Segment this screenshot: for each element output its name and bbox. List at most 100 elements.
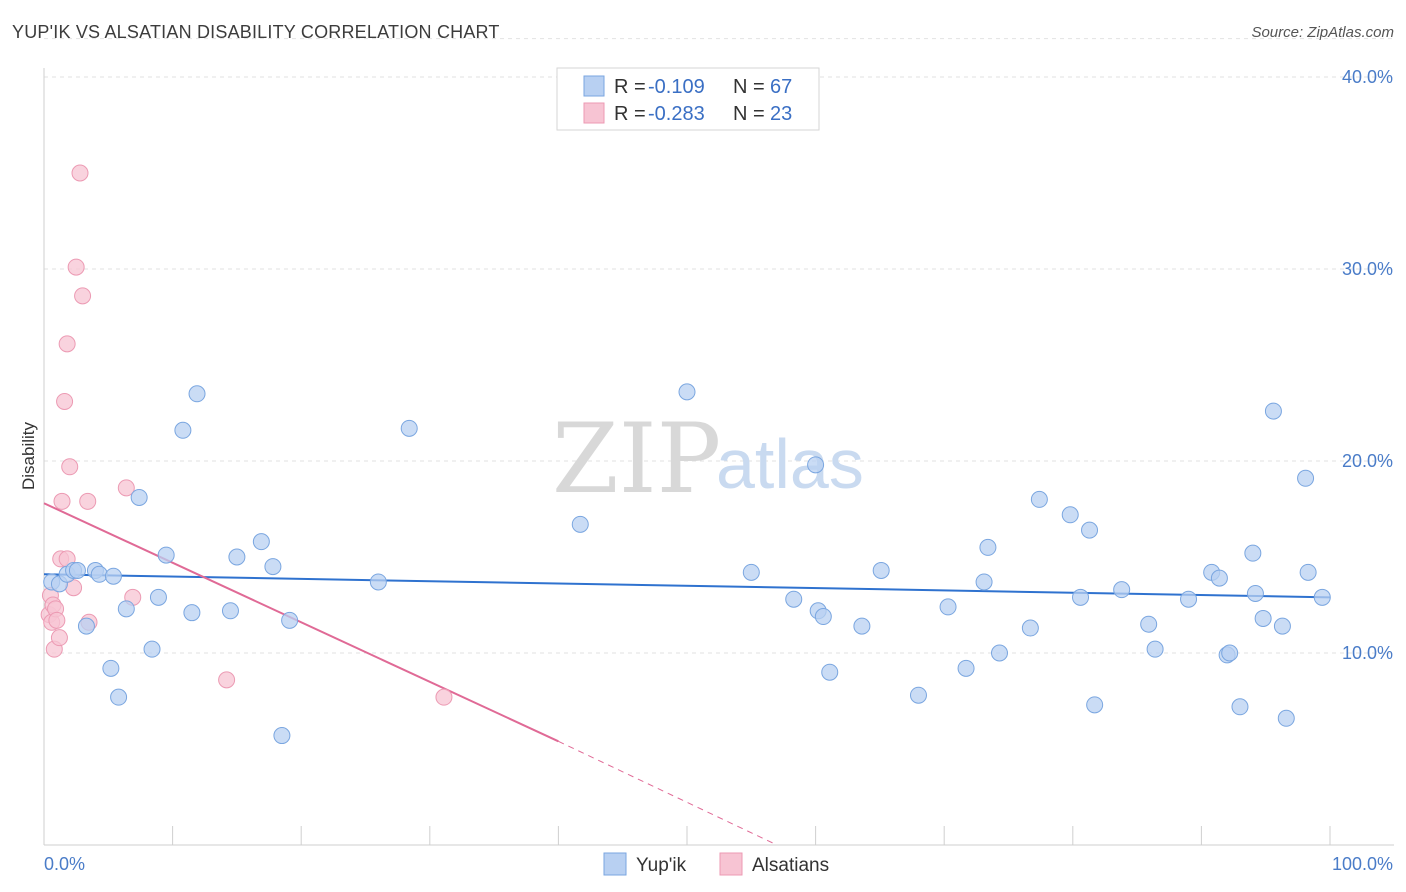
yupik-point xyxy=(990,644,1008,662)
alsatians-trend-extension xyxy=(558,740,778,846)
y-tick-labels: 10.0% 20.0% 30.0% 40.0% xyxy=(1342,67,1393,663)
legend-r-value-2: -0.283 xyxy=(648,103,705,125)
yupik-point xyxy=(369,573,387,591)
yupik-point xyxy=(571,515,589,533)
yupik-point xyxy=(1264,402,1282,420)
watermark: ZIP atlas xyxy=(552,403,864,515)
yupik-point xyxy=(1113,581,1131,599)
yupik-point xyxy=(281,611,299,629)
yupik-point xyxy=(183,604,201,622)
yupik-point xyxy=(117,600,135,618)
yupik-point xyxy=(678,383,696,401)
alsatians-point xyxy=(61,458,79,476)
yupik-point xyxy=(1273,617,1291,635)
legend-n-value-2: 23 xyxy=(770,103,792,125)
yupik-point xyxy=(1086,696,1104,714)
alsatians-point xyxy=(71,164,89,182)
x-tick-marks xyxy=(43,826,1331,845)
yupik-point xyxy=(1030,490,1048,508)
yupik-point xyxy=(68,561,86,579)
bottom-legend-swatch-alsatians xyxy=(719,852,743,876)
x-tick-label-min: 0.0% xyxy=(44,854,85,874)
legend-n-label-2: N = xyxy=(733,103,765,125)
yupik-point xyxy=(130,488,148,506)
yupik-point xyxy=(853,617,871,635)
yupik-point xyxy=(149,588,167,606)
yupik-points xyxy=(43,383,1331,745)
yupik-point xyxy=(102,659,120,677)
yupik-point xyxy=(821,663,839,681)
legend-n-value-1: 67 xyxy=(770,76,792,98)
y-tick-label: 10.0% xyxy=(1342,643,1393,663)
yupik-point xyxy=(110,688,128,706)
yupik-point xyxy=(1180,590,1198,608)
yupik-point xyxy=(252,533,270,551)
alsatians-point xyxy=(74,287,92,305)
yupik-point xyxy=(1140,615,1158,633)
yupik-point xyxy=(872,561,890,579)
chart-title: YUP'IK VS ALSATIAN DISABILITY CORRELATIO… xyxy=(12,22,500,42)
yupik-point xyxy=(1231,698,1249,716)
yupik-point xyxy=(1061,506,1079,524)
alsatians-trend-line xyxy=(43,502,559,743)
yupik-point xyxy=(979,538,997,556)
bottom-legend-swatch-yupik xyxy=(603,852,627,876)
y-axis-label: Disability xyxy=(19,421,38,490)
yupik-point xyxy=(814,608,832,626)
yupik-point xyxy=(174,421,192,439)
yupik-point xyxy=(939,598,957,616)
yupik-point xyxy=(1072,588,1090,606)
yupik-point xyxy=(264,558,282,576)
alsatians-point xyxy=(117,479,135,497)
yupik-point xyxy=(1254,609,1272,627)
yupik-point xyxy=(1021,619,1039,637)
alsatians-points xyxy=(40,164,453,706)
alsatians-point xyxy=(58,335,76,353)
yupik-point xyxy=(1297,469,1315,487)
y-tick-label: 30.0% xyxy=(1342,259,1393,279)
yupik-trend-line xyxy=(43,573,1331,599)
bottom-legend-label-yupik: Yup'ik xyxy=(636,855,687,876)
y-tick-label: 40.0% xyxy=(1342,67,1393,87)
legend-r-label-2: R = xyxy=(614,103,646,125)
yupik-point xyxy=(807,456,825,474)
yupik-point xyxy=(188,385,206,403)
watermark-atlas: atlas xyxy=(716,425,864,503)
alsatians-point xyxy=(435,688,453,706)
yupik-point xyxy=(1246,584,1264,602)
gridlines xyxy=(44,38,1394,654)
yupik-point xyxy=(909,686,927,704)
yupik-point xyxy=(1244,544,1262,562)
yupik-point xyxy=(1210,569,1228,587)
series-legend: Yup'ik Alsatians xyxy=(603,852,829,876)
yupik-point xyxy=(143,640,161,658)
yupik-point xyxy=(1146,640,1164,658)
watermark-zip: ZIP xyxy=(552,403,721,515)
alsatians-point xyxy=(67,258,85,276)
legend-n-label-1: N = xyxy=(733,76,765,98)
alsatians-point xyxy=(218,671,236,689)
yupik-point xyxy=(1299,563,1317,581)
bottom-legend-label-alsatians: Alsatians xyxy=(752,855,829,876)
yupik-point xyxy=(1081,521,1099,539)
source-credit: Source: ZipAtlas.com xyxy=(1251,24,1394,41)
yupik-point xyxy=(1313,588,1331,606)
yupik-point xyxy=(1221,644,1239,662)
x-tick-label-max: 100.0% xyxy=(1332,854,1393,874)
yupik-point xyxy=(157,546,175,564)
yupik-point xyxy=(957,659,975,677)
alsatians-point xyxy=(79,492,97,510)
yupik-point xyxy=(90,565,108,583)
yupik-point xyxy=(400,419,418,437)
legend-r-value-1: -0.109 xyxy=(648,76,705,98)
yupik-point xyxy=(1277,709,1295,727)
y-tick-label: 20.0% xyxy=(1342,451,1393,471)
legend-r-label-1: R = xyxy=(614,76,646,98)
stats-legend: R = -0.109 N = 67 R = -0.283 N = 23 xyxy=(556,67,820,131)
yupik-point xyxy=(228,548,246,566)
yupik-point xyxy=(742,563,760,581)
alsatians-point xyxy=(56,392,74,410)
yupik-point xyxy=(785,590,803,608)
yupik-point xyxy=(273,727,291,745)
